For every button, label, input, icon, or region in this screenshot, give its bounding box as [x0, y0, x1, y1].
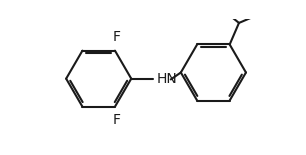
Text: F: F [113, 31, 121, 44]
Text: HN: HN [157, 72, 177, 86]
Text: F: F [113, 113, 121, 127]
